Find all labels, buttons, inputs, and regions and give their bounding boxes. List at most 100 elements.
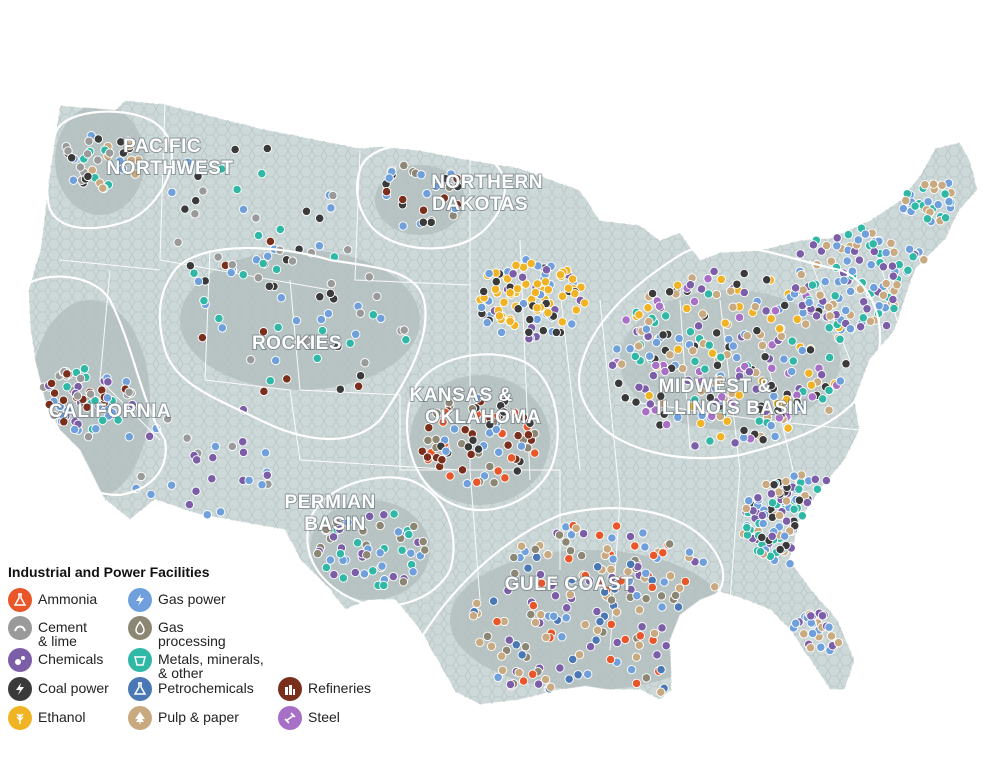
- facility-marker-gas_power: [566, 530, 577, 540]
- facility-marker-chemicals: [881, 320, 892, 331]
- facility-marker-chemicals: [808, 240, 819, 250]
- facility-marker-gas_power: [866, 260, 876, 270]
- tree-icon: [128, 706, 152, 730]
- facility-marker-coal: [325, 288, 336, 299]
- facility-marker-gas_power: [780, 531, 790, 541]
- facility-marker-pulp: [805, 643, 816, 653]
- facility-marker-pulp: [688, 346, 698, 356]
- facility-marker-gas_processing: [467, 404, 478, 414]
- facility-marker-gas_power: [869, 282, 879, 293]
- facility-marker-gas_processing: [444, 182, 455, 192]
- facility-marker-gas_power: [449, 424, 460, 434]
- facility-marker-cement: [72, 391, 83, 401]
- facility-marker-steel: [689, 296, 700, 307]
- facility-marker-pulp: [130, 169, 140, 179]
- facility-marker-gas_power: [441, 446, 451, 456]
- facility-marker-coal: [491, 276, 501, 287]
- facility-marker-ethanol: [540, 277, 551, 287]
- facility-marker-gas_power: [824, 622, 834, 632]
- facility-marker-gas_power: [845, 324, 856, 334]
- facility-marker-chemicals: [817, 370, 827, 380]
- facility-marker-gas_processing: [482, 631, 493, 642]
- facility-marker-chemicals: [533, 679, 544, 689]
- facility-marker-pulp: [665, 571, 676, 581]
- facility-marker-cement: [227, 260, 237, 270]
- region-label-permian: PERMIAN BASIN: [285, 492, 382, 535]
- facility-marker-ethanol: [682, 303, 692, 314]
- facility-marker-coal: [739, 425, 749, 436]
- facility-marker-gas_processing: [665, 539, 675, 549]
- facility-marker-pulp: [799, 629, 809, 639]
- facility-marker-refineries: [417, 446, 427, 456]
- facility-marker-chemicals: [350, 567, 360, 578]
- facility-marker-metals: [338, 573, 349, 583]
- facility-marker-gas_power: [835, 376, 846, 386]
- facility-marker-metals: [90, 396, 100, 406]
- facility-marker-gas_power: [804, 297, 814, 308]
- facility-marker-ethanol: [673, 280, 683, 290]
- facility-marker-cement: [124, 387, 134, 397]
- facility-marker-chemicals: [817, 611, 828, 621]
- facility-marker-chemicals: [625, 531, 636, 542]
- facility-marker-coal: [757, 532, 767, 543]
- facility-marker-pulp: [774, 510, 785, 521]
- facility-marker-gas_power: [933, 199, 943, 210]
- facility-marker-coal: [499, 407, 509, 417]
- facility-marker-metals: [716, 352, 726, 362]
- facility-marker-pulp: [580, 619, 590, 630]
- facility-marker-gas_power: [384, 173, 394, 183]
- facility-marker-gas_processing: [510, 568, 520, 579]
- facility-marker-coal: [230, 144, 240, 155]
- facility-marker-gas_power: [398, 221, 408, 231]
- facility-marker-metals: [275, 224, 285, 235]
- facility-marker-coal: [752, 325, 762, 336]
- facility-marker-cement: [399, 325, 409, 335]
- facility-marker-chemicals: [262, 470, 272, 480]
- facility-marker-coal: [93, 134, 104, 144]
- facility-marker-metals: [335, 549, 346, 559]
- facility-marker-pulp: [774, 487, 784, 497]
- facility-marker-chemicals: [854, 255, 865, 265]
- beam-icon: [278, 706, 302, 730]
- facility-marker-chemicals: [192, 455, 202, 465]
- facility-marker-metals: [271, 264, 282, 275]
- facility-marker-pulp: [126, 155, 137, 165]
- facility-marker-steel: [770, 306, 781, 316]
- facility-marker-petrochemicals: [626, 559, 636, 569]
- droplet-icon: [128, 616, 152, 640]
- facility-marker-refineries: [82, 402, 92, 412]
- facility-marker-chemicals: [855, 322, 866, 332]
- facility-marker-gas_processing: [656, 591, 667, 601]
- facility-marker-chemicals: [795, 249, 805, 259]
- facility-marker-gas_power: [325, 555, 336, 565]
- facility-marker-coal: [335, 384, 345, 394]
- legend-item-refineries: Refineries: [278, 677, 371, 701]
- wheat-icon: [8, 706, 32, 730]
- facility-marker-cement: [198, 186, 208, 196]
- facility-marker-chemicals: [734, 371, 745, 381]
- legend-item-pulp: Pulp & paper: [128, 706, 239, 730]
- facility-marker-chemicals: [504, 635, 514, 645]
- facility-marker-gas_power: [376, 313, 386, 324]
- facility-marker-metals: [216, 164, 227, 174]
- facility-marker-pulp: [821, 240, 832, 251]
- facility-marker-coal: [841, 359, 851, 369]
- facility-marker-gas_power: [244, 475, 254, 486]
- facility-marker-gas_power: [766, 420, 776, 431]
- facility-marker-gas_power: [462, 478, 472, 489]
- facility-marker-gas_processing: [520, 642, 531, 652]
- facility-marker-petrochemicals: [595, 616, 605, 627]
- facility-marker-refineries: [439, 193, 449, 203]
- facility-marker-chemicals: [645, 399, 655, 409]
- facility-marker-ammonia: [680, 576, 691, 587]
- facility-marker-metals: [690, 356, 700, 367]
- facility-marker-gas_power: [744, 496, 754, 506]
- facility-marker-pulp: [634, 605, 645, 615]
- facility-marker-pulp: [696, 386, 707, 396]
- facility-marker-gas_power: [860, 229, 871, 239]
- facility-marker-ethanol: [696, 418, 706, 429]
- legend-item-steel: Steel: [278, 706, 340, 730]
- facility-marker-gas_power: [494, 447, 504, 457]
- facility-marker-metals: [98, 415, 108, 426]
